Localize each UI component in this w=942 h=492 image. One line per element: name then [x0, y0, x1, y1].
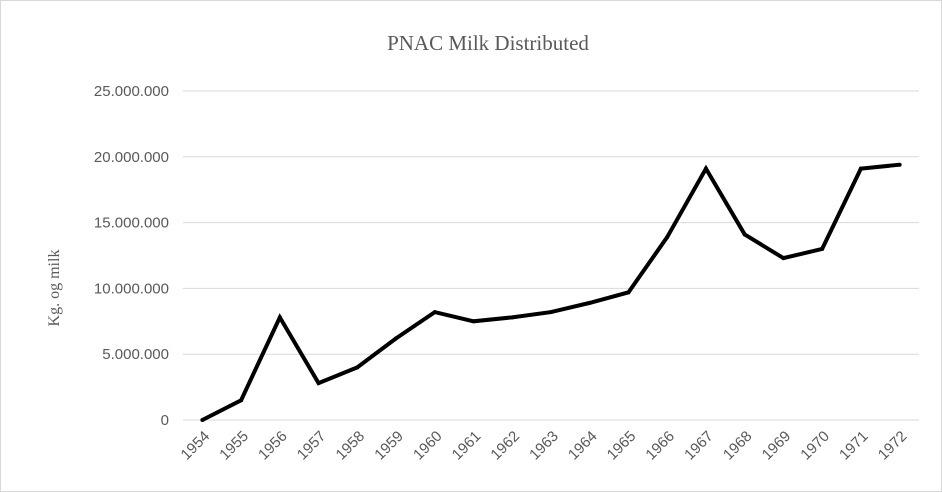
x-tick-label: 1956: [255, 428, 291, 464]
y-tick-label: 15.000.000: [94, 215, 169, 232]
data-point: [277, 315, 282, 320]
y-axis-label: Kg. og milk: [46, 250, 63, 327]
data-point: [587, 300, 592, 305]
y-tick-label: 5.000.000: [102, 346, 169, 363]
data-point: [200, 418, 205, 422]
x-tick-label: 1967: [681, 428, 717, 464]
data-point: [742, 232, 747, 237]
x-tick-label: 1962: [487, 428, 523, 464]
data-point: [355, 365, 360, 370]
data-point: [820, 246, 825, 251]
x-tick-label: 1970: [797, 428, 833, 464]
data-point: [471, 319, 476, 324]
series-line: [201, 162, 900, 422]
data-point: [626, 290, 631, 295]
x-tick-label: 1965: [604, 428, 640, 464]
x-tick-label: 1972: [875, 428, 911, 464]
x-tick-label: 1961: [449, 428, 485, 464]
x-tick-label: 1971: [836, 428, 872, 464]
x-tick-label: 1954: [178, 428, 214, 464]
y-tick-label: 20.000.000: [94, 149, 169, 166]
x-tick-label: 1966: [642, 428, 678, 464]
data-point: [781, 256, 786, 261]
y-tick-label: 25.000.000: [94, 83, 169, 100]
y-axis-ticks: 0 5.000.000 10.000.000 15.000.000 20.000.000…: [94, 83, 169, 429]
chart-title: PNAC Milk Distributed: [387, 31, 589, 55]
data-point: [394, 336, 399, 341]
data-point: [239, 398, 244, 403]
data-point: [858, 166, 863, 171]
y-tick-label: 10.000.000: [94, 280, 169, 297]
x-tick-label: 1964: [565, 428, 601, 464]
data-point: [549, 310, 553, 315]
data-point: [703, 166, 708, 171]
x-tick-label: 1955: [216, 428, 252, 464]
x-tick-label: 1963: [526, 428, 562, 464]
data-point: [510, 315, 515, 320]
x-tick-label: 1969: [759, 428, 795, 464]
series-layer: [200, 162, 902, 422]
data-point: [432, 310, 437, 315]
y-tick-label: 0: [161, 412, 169, 429]
x-axis-ticks: 1954 1955 1956 1957 1958 1959 1960 1961 1962 1963…: [178, 428, 911, 464]
x-tick-label: 1960: [410, 428, 446, 464]
x-tick-label: 1957: [294, 428, 330, 464]
data-point: [316, 381, 321, 386]
data-point: [665, 235, 670, 240]
x-tick-label: 1968: [720, 428, 756, 464]
x-tick-label: 1958: [333, 428, 369, 464]
x-tick-label: 1959: [371, 428, 407, 464]
data-point: [897, 162, 902, 167]
gridlines: [183, 90, 919, 421]
